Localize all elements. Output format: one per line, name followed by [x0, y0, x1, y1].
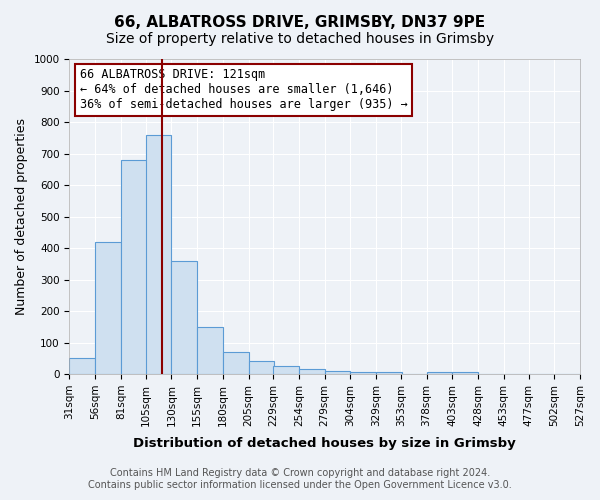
- Bar: [452, 372, 478, 374]
- Bar: [121, 160, 146, 374]
- Bar: [427, 372, 452, 374]
- Bar: [172, 260, 197, 374]
- Bar: [273, 366, 299, 374]
- Text: Contains HM Land Registry data © Crown copyright and database right 2024.
Contai: Contains HM Land Registry data © Crown c…: [88, 468, 512, 490]
- Bar: [146, 134, 172, 374]
- Text: 66 ALBATROSS DRIVE: 121sqm
← 64% of detached houses are smaller (1,646)
36% of s: 66 ALBATROSS DRIVE: 121sqm ← 64% of deta…: [80, 68, 407, 112]
- Bar: [248, 362, 274, 374]
- Bar: [325, 371, 350, 374]
- Bar: [376, 372, 402, 374]
- Bar: [70, 358, 95, 374]
- Y-axis label: Number of detached properties: Number of detached properties: [15, 118, 28, 315]
- Bar: [299, 370, 325, 374]
- Text: 66, ALBATROSS DRIVE, GRIMSBY, DN37 9PE: 66, ALBATROSS DRIVE, GRIMSBY, DN37 9PE: [115, 15, 485, 30]
- X-axis label: Distribution of detached houses by size in Grimsby: Distribution of detached houses by size …: [133, 437, 516, 450]
- Bar: [197, 327, 223, 374]
- Text: Size of property relative to detached houses in Grimsby: Size of property relative to detached ho…: [106, 32, 494, 46]
- Bar: [95, 242, 121, 374]
- Bar: [223, 352, 248, 374]
- Bar: [350, 372, 376, 374]
